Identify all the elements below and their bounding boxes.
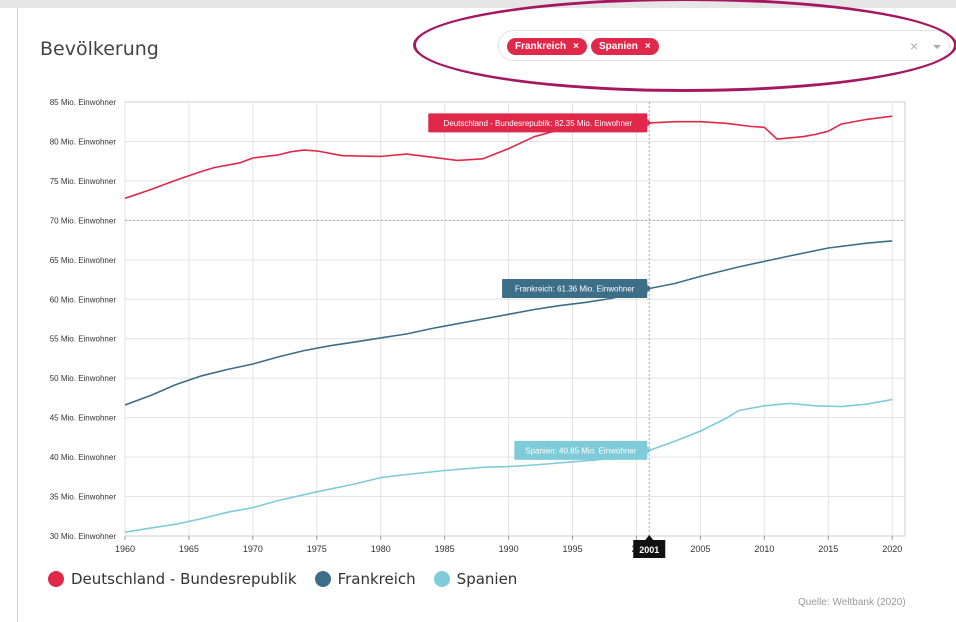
tooltip-text: Spanien: 40.85 Mio. Einwohner: [525, 446, 637, 455]
y-tick-label: 65 Mio. Einwohner: [50, 256, 117, 265]
page-title: Bevölkerung: [40, 38, 159, 60]
tooltip-pointer: [647, 284, 652, 293]
y-tick-label: 60 Mio. Einwohner: [50, 295, 117, 304]
y-tick-label: 70 Mio. Einwohner: [50, 216, 117, 225]
legend-item-deutschland[interactable]: Deutschland - Bundesrepublik: [48, 570, 297, 588]
population-line-chart: 1960196519701975198019851990199520200520…: [50, 98, 906, 558]
y-tick-label: 40 Mio. Einwohner: [50, 453, 117, 462]
series-line: [124, 115, 893, 200]
legend-label: Frankreich: [337, 570, 416, 588]
tooltip-box: [514, 440, 648, 460]
legend-swatch: [48, 571, 64, 587]
x-tick-label: 1960: [115, 544, 135, 554]
tooltip-pointer: [647, 118, 652, 127]
y-tick-label: 30 Mio. Einwohner: [50, 532, 117, 541]
y-tick-label: 45 Mio. Einwohner: [50, 414, 117, 423]
tooltip-text: Deutschland - Bundesrepublik: 82.35 Mio.…: [443, 119, 632, 128]
tooltip-box: [428, 113, 648, 133]
legend-swatch: [433, 571, 450, 587]
legend-label: Deutschland - Bundesrepublik: [71, 570, 297, 588]
tooltip-text: Frankreich: 61.36 Mio. Einwohner: [515, 285, 635, 294]
chart-legend: Deutschland - Bundesrepublik Frankreich …: [48, 569, 535, 589]
series-line: [124, 398, 893, 533]
legend-swatch: [314, 571, 331, 587]
y-tick-label: 75 Mio. Einwohner: [50, 177, 117, 186]
legend-item-spanien[interactable]: Spanien: [433, 570, 518, 588]
crosshair-x-label: 2001: [639, 545, 659, 555]
y-tick-label: 55 Mio. Einwohner: [50, 335, 117, 344]
crosshair-x-label-box: [633, 540, 666, 558]
y-tick-label: 50 Mio. Einwohner: [50, 374, 117, 383]
x-tick-label: 1970: [243, 544, 263, 554]
x-tick-label: 1980: [371, 544, 391, 554]
y-tick-label: 85 Mio. Einwohner: [50, 98, 117, 107]
tooltip-box: [502, 279, 648, 299]
x-tick-label: 2015: [818, 544, 838, 554]
tooltip-pointer: [647, 446, 652, 455]
plot-area: [124, 101, 906, 537]
y-tick-label: 80 Mio. Einwohner: [50, 137, 117, 146]
annotation-ellipse: [413, 0, 956, 92]
series-line: [124, 240, 893, 406]
source-note: Quelle: Weltbank (2020): [798, 597, 906, 608]
x-tick-label: 1975: [307, 544, 327, 554]
x-tick-label: 2010: [754, 544, 774, 554]
x-tick-label: 2005: [690, 544, 710, 554]
left-divider: [17, 8, 18, 622]
y-tick-label: 35 Mio. Einwohner: [50, 493, 117, 502]
x-tick-label: 1995: [563, 544, 583, 554]
x-tick-label: 1985: [435, 544, 455, 554]
legend-item-frankreich[interactable]: Frankreich: [314, 570, 416, 588]
crosshair-x-label-pointer: [645, 535, 654, 540]
top-bar: [0, 0, 956, 8]
legend-label: Spanien: [456, 570, 518, 588]
x-tick-label: 2020: [882, 544, 902, 554]
x-tick-label: 1990: [499, 544, 519, 554]
x-tick-label: 1965: [179, 544, 199, 554]
